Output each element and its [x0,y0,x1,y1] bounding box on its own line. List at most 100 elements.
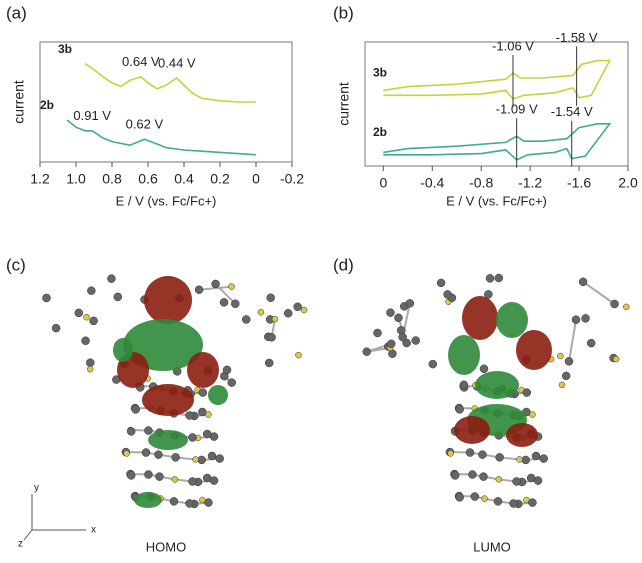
peak-label: 0.44 V [158,55,196,70]
atom [171,476,179,483]
peak-label: 0.62 V [126,117,164,132]
atom [516,456,523,463]
atom [222,365,232,375]
atom [198,388,208,397]
atom [481,495,488,502]
atom [495,453,504,462]
panel-label: (a) [6,3,27,22]
atom [478,450,487,459]
x-tick-label: -0.4 [420,175,444,191]
atom [205,411,212,418]
atom [398,332,407,342]
atom [394,313,403,323]
atom [479,472,488,481]
peak-label: -1.09 V [496,102,538,117]
atom [373,328,382,338]
atom [450,471,460,480]
peak-label: 0.64 V [122,54,160,69]
atom [528,498,537,507]
orbital-lobe [475,371,519,399]
orbital-lobe [454,416,490,444]
atom [185,499,194,508]
x-tick-label: -1.6 [567,175,591,191]
atom [188,433,197,442]
orbital-lobe [496,302,528,338]
atom [436,278,446,288]
peak-label: 0.91 V [73,108,111,123]
atom [107,274,116,283]
atom [126,427,136,436]
atom [571,315,581,324]
atom [257,309,265,316]
molecule [42,274,308,509]
atom [42,293,51,303]
atom [485,274,495,283]
atom [154,450,163,459]
atom [264,358,274,368]
atom [443,290,452,299]
panel-label: (c) [6,255,26,274]
molecule [362,273,630,509]
series-label: 3b [373,65,387,79]
bond [214,283,236,305]
atom [529,411,536,418]
atom [267,333,276,342]
triad-axis [23,529,33,541]
x-tick-label: -0.2 [280,171,304,187]
x-tick-label: 2.0 [618,175,638,191]
atom [484,290,493,299]
atom [558,381,566,389]
panel-label: (b) [333,3,354,22]
atom [533,476,543,485]
atom [612,355,620,363]
orbital-lobe [148,430,188,450]
orbital-lobe [516,330,552,370]
orbital-lobe [113,338,133,362]
atom [188,477,197,486]
atom [402,338,411,348]
atom [194,285,204,294]
atom [293,302,302,312]
atom [512,477,521,486]
atom [126,471,136,480]
atom [197,455,206,465]
atom [209,432,219,441]
atom [228,283,235,290]
atom [144,470,153,479]
atom [207,451,217,461]
atom [241,315,251,324]
peak-label: -1.54 V [551,104,593,119]
atom [494,273,504,283]
atom [131,405,140,414]
atom [405,299,415,308]
bond [198,285,232,291]
x-tick-label: 0 [379,175,387,191]
atom [300,306,308,314]
atom [89,316,98,326]
atom [215,454,224,463]
atom [144,426,153,435]
atom [155,472,164,481]
atom [581,314,590,323]
atom [411,336,420,345]
orbital-lobe [506,423,538,447]
atom [455,405,464,414]
atom [522,388,532,397]
peak-label: -1.58 V [556,30,598,45]
x-axis-label: E / V (vs. Fc/Fc+) [446,193,547,208]
atom [185,411,194,420]
atom [209,476,219,485]
atom [470,492,480,501]
atom [83,313,90,321]
atom [271,315,279,323]
atom [85,358,95,367]
x-tick-label: 1.0 [66,171,86,187]
atom [459,380,469,390]
x-tick-label: 0.2 [210,171,230,187]
atom [113,292,123,302]
atom [586,338,596,348]
atom [465,448,475,457]
y-axis-label: current [336,82,352,126]
bond [568,319,578,362]
bond [582,281,616,305]
